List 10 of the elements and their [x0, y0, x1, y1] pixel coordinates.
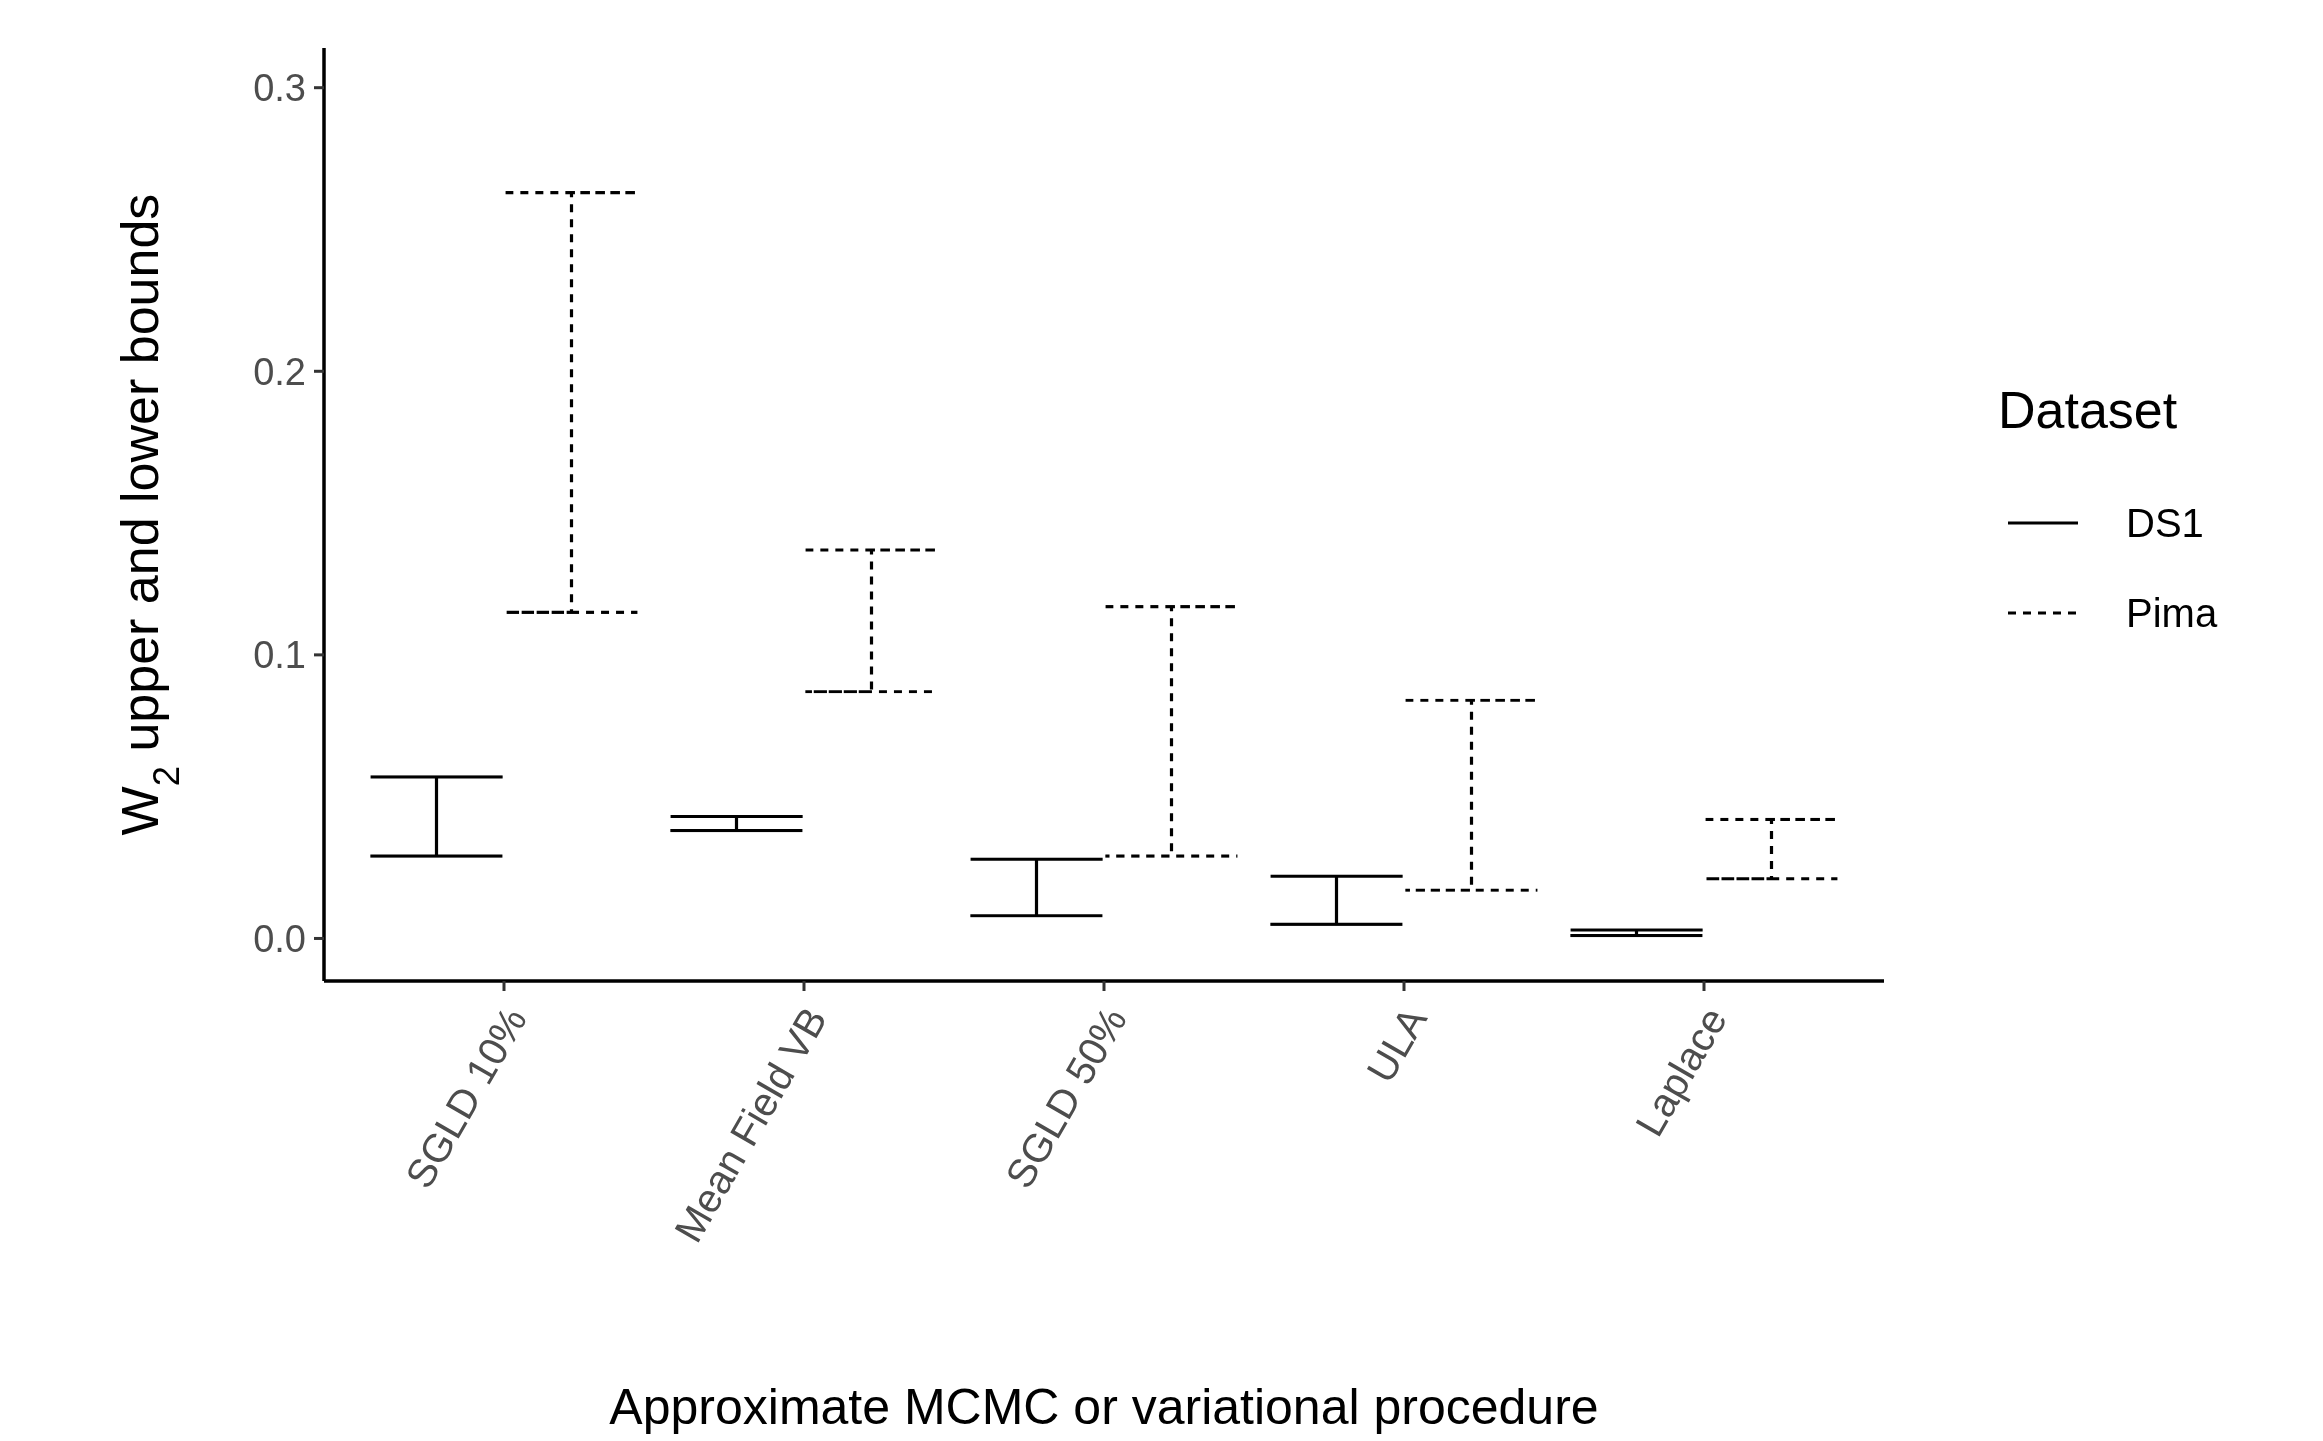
legend-title: Dataset	[1998, 381, 2178, 439]
legend-label: DS1	[2126, 501, 2204, 545]
x-tick-label: ULA	[1358, 999, 1436, 1090]
x-axis-title: Approximate MCMC or variational procedure	[609, 1379, 1599, 1435]
y-tick-label: 0.1	[253, 634, 306, 677]
y-tick-label: 0.2	[253, 350, 306, 393]
bar	[1570, 928, 1703, 938]
y-tick-label: 0.0	[253, 917, 306, 960]
y-tick-label: 0.3	[253, 67, 306, 109]
legend-label: Pima	[2126, 591, 2218, 635]
